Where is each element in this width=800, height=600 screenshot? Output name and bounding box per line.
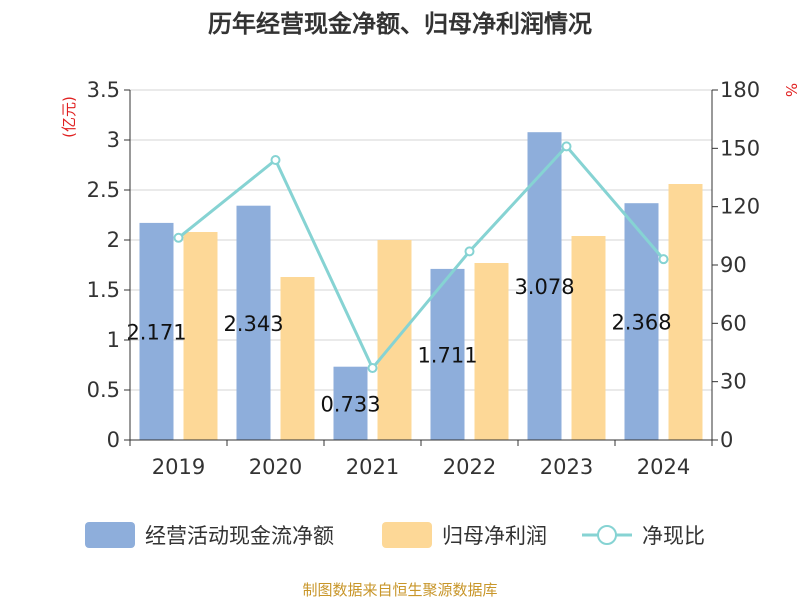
legend: 经营活动现金流净额 归母净利润 净现比 xyxy=(85,522,705,548)
bar-operating-cashflow xyxy=(139,222,174,440)
y-right-tick-label: 30 xyxy=(720,370,747,394)
legend-marker-ratio xyxy=(597,525,617,545)
ratio-point xyxy=(367,363,378,374)
data-label: 2.368 xyxy=(611,311,671,335)
ratio-point xyxy=(173,232,184,243)
bar-net-profit xyxy=(474,263,509,440)
y-right-tick-label: 150 xyxy=(720,136,760,160)
bars xyxy=(139,132,703,440)
y-right-tick-label: 90 xyxy=(720,253,747,277)
data-label: 2.171 xyxy=(126,320,186,344)
x-tick-label: 2021 xyxy=(346,455,399,479)
x-tick-label: 2019 xyxy=(152,455,205,479)
legend-label-net-profit: 归母净利润 xyxy=(442,524,547,548)
legend-label-ratio: 净现比 xyxy=(642,524,705,548)
bar-operating-cashflow xyxy=(236,205,271,440)
y-right-tick-label: 120 xyxy=(720,195,760,219)
ratio-line-path xyxy=(177,144,665,371)
x-tick-label: 2024 xyxy=(637,455,690,479)
y-left-tick-label: 0 xyxy=(107,428,120,452)
bar-net-profit xyxy=(280,277,315,440)
ratio-point xyxy=(561,141,572,152)
y-left-tick-label: 3 xyxy=(107,128,120,152)
x-tick-label: 2020 xyxy=(249,455,302,479)
x-tick-label: 2023 xyxy=(540,455,593,479)
y-left-tick-label: 2.5 xyxy=(87,178,120,202)
source-note: 制图数据来自恒生聚源数据库 xyxy=(302,581,497,599)
chart-title: 历年经营现金净额、归母净利润情况 xyxy=(208,10,592,38)
bar-operating-cashflow xyxy=(333,366,368,440)
data-label: 2.343 xyxy=(223,312,283,336)
axes: 0 0.5 1 1.5 2 2.5 3 3.5 0 30 60 90 120 150 180 2019 2020… xyxy=(87,78,761,479)
y-left-tick-label: 2 xyxy=(107,228,120,252)
y-right-unit: % xyxy=(782,83,800,97)
legend-swatch-net-profit xyxy=(382,522,432,548)
y-left-tick-label: 1 xyxy=(107,328,120,352)
data-labels: 2.171 2.343 0.733 1.711 3.078 2.368 xyxy=(126,275,671,416)
bar-net-profit xyxy=(571,236,606,440)
y-left-unit: (亿元) xyxy=(60,96,78,138)
y-left-tick-label: 0.5 xyxy=(87,378,120,402)
data-label: 1.711 xyxy=(417,343,477,367)
legend-swatch-operating-cashflow xyxy=(85,522,135,548)
bar-operating-cashflow xyxy=(430,268,465,440)
data-label: 0.733 xyxy=(320,392,380,416)
y-left-tick-label: 1.5 xyxy=(87,278,120,302)
y-right-tick-label: 180 xyxy=(720,78,760,102)
ratio-point xyxy=(658,254,669,265)
bar-net-profit xyxy=(183,232,218,440)
bar-net-profit xyxy=(668,184,703,440)
ratio-line xyxy=(173,141,669,374)
data-label: 3.078 xyxy=(514,275,574,299)
ratio-point xyxy=(464,246,475,257)
y-right-tick-label: 60 xyxy=(720,311,747,335)
grid-lines xyxy=(130,89,712,391)
x-tick-label: 2022 xyxy=(443,455,496,479)
legend-label-operating-cashflow: 经营活动现金流净额 xyxy=(145,524,334,548)
bar-operating-cashflow xyxy=(624,203,659,440)
ratio-point xyxy=(270,155,281,165)
y-right-tick-label: 0 xyxy=(720,428,733,452)
y-left-tick-label: 3.5 xyxy=(87,78,120,102)
